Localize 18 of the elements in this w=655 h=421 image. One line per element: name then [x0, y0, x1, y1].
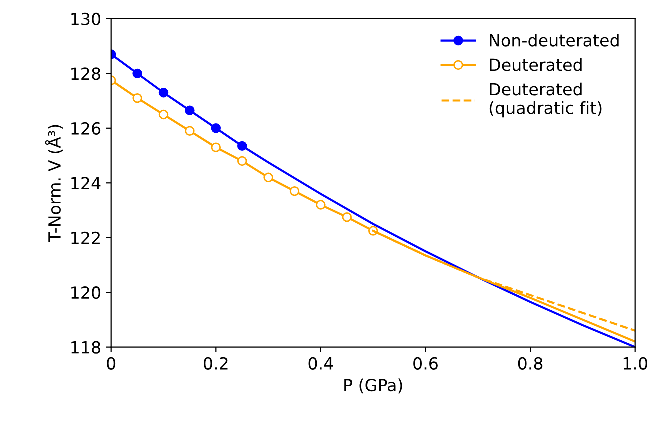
x-tick-label: 0 — [107, 357, 116, 370]
y-tick-label: 118 — [72, 341, 100, 354]
y-tick-label: 124 — [72, 177, 101, 190]
y-tick-label: 128 — [72, 68, 100, 80]
legend-label: Non-deuterated — [490, 34, 619, 47]
x-tick-label: 0.6 — [414, 357, 438, 370]
y-tick-label: 126 — [72, 122, 101, 135]
legend-label: Deuterated (quadratic fit) — [490, 82, 602, 118]
x-tick-label: 0.2 — [204, 357, 228, 370]
x-tick-label: 1.0 — [624, 357, 648, 370]
y-tick-label: 130 — [72, 12, 101, 26]
x-tick-label: 0.4 — [308, 357, 334, 370]
x-tick-label: 0.8 — [518, 357, 543, 370]
y-axis-title: T-Norm. V (Å³) — [45, 125, 63, 242]
x-axis-title: P (GPa) — [344, 378, 402, 394]
legend-label: Deuterated — [490, 58, 582, 72]
y-tick-label: 122 — [72, 232, 100, 244]
y-tick-label: 120 — [72, 286, 101, 300]
